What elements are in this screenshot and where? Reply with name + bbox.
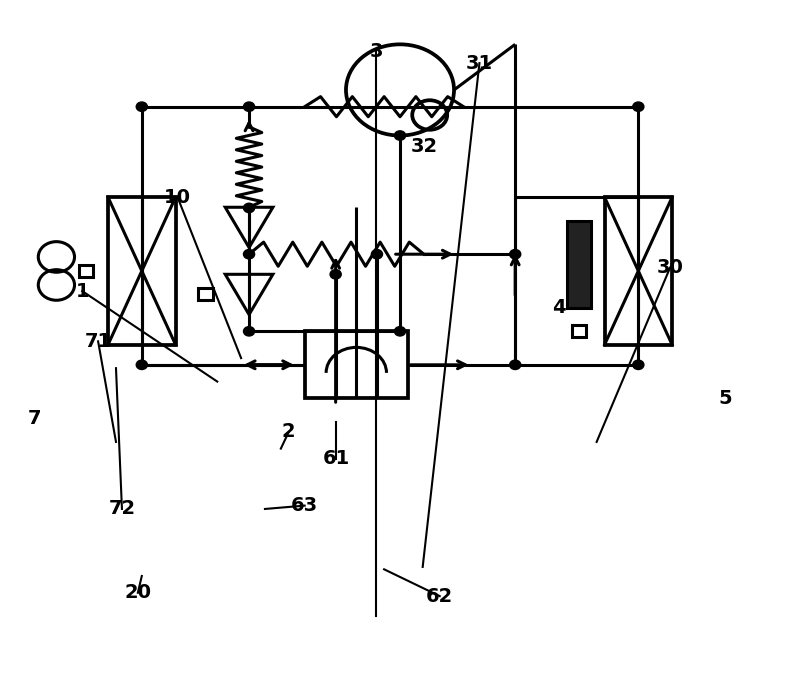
Text: 30: 30 xyxy=(657,258,683,277)
Circle shape xyxy=(633,360,644,370)
Circle shape xyxy=(510,360,521,370)
Text: 31: 31 xyxy=(466,53,493,72)
Circle shape xyxy=(394,131,406,140)
Bar xyxy=(305,331,408,398)
Bar xyxy=(78,265,93,277)
Text: 61: 61 xyxy=(323,449,350,468)
Circle shape xyxy=(136,360,147,370)
Circle shape xyxy=(243,203,254,213)
Bar xyxy=(605,197,672,345)
Bar xyxy=(567,220,591,308)
Text: 32: 32 xyxy=(410,137,438,156)
Text: 10: 10 xyxy=(164,188,191,207)
Circle shape xyxy=(510,249,521,259)
Bar xyxy=(572,325,586,337)
Text: 1: 1 xyxy=(75,282,89,301)
Circle shape xyxy=(330,270,342,279)
Circle shape xyxy=(371,249,382,259)
Circle shape xyxy=(394,327,406,336)
Circle shape xyxy=(243,102,254,112)
Bar xyxy=(108,197,175,345)
Text: 5: 5 xyxy=(719,389,733,408)
Text: 2: 2 xyxy=(282,422,295,441)
Text: 3: 3 xyxy=(370,41,383,61)
Circle shape xyxy=(136,102,147,112)
Text: 63: 63 xyxy=(291,496,318,515)
Text: 72: 72 xyxy=(108,500,135,518)
Bar xyxy=(198,289,213,300)
Text: 7: 7 xyxy=(28,409,42,428)
Text: 20: 20 xyxy=(124,583,151,602)
Circle shape xyxy=(633,102,644,112)
Text: 62: 62 xyxy=(426,587,454,606)
Circle shape xyxy=(243,327,254,336)
Circle shape xyxy=(243,249,254,259)
Text: 71: 71 xyxy=(85,332,112,351)
Text: 4: 4 xyxy=(552,298,566,317)
